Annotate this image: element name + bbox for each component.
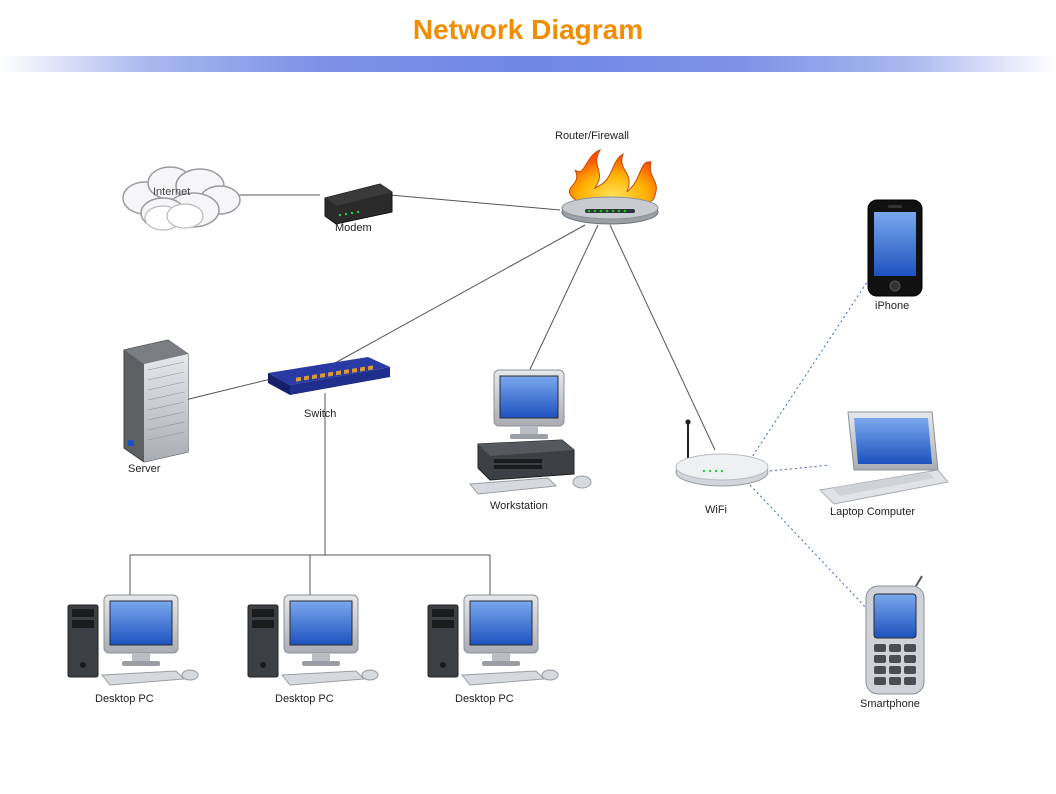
laptop-icon — [820, 412, 948, 504]
server-icon — [124, 340, 188, 462]
node-label-internet: Internet — [153, 186, 190, 198]
node-label-switch: Switch — [304, 408, 336, 420]
node-label-iphone: iPhone — [875, 300, 909, 312]
node-label-pc1: Desktop PC — [95, 693, 154, 705]
node-label-laptop: Laptop Computer — [830, 506, 915, 518]
modem-icon — [325, 184, 392, 224]
node-label-pc3: Desktop PC — [455, 693, 514, 705]
network-diagram: { "type": "network", "title": "Network D… — [0, 0, 1056, 794]
node-label-server: Server — [128, 463, 160, 475]
node-label-smartphone: Smartphone — [860, 698, 920, 710]
desktop-pc-icon — [248, 595, 378, 685]
desktop-pc-icon — [428, 595, 558, 685]
node-label-router: Router/Firewall — [555, 130, 629, 142]
wifi-icon — [676, 419, 768, 486]
cloud-icon — [123, 167, 240, 230]
desktop-pcs — [68, 595, 558, 685]
smartphone-icon — [866, 576, 924, 694]
switch-icon — [268, 357, 390, 395]
desktop-pc-icon — [68, 595, 198, 685]
iphone-icon — [868, 200, 922, 296]
firewall-icon — [562, 150, 658, 224]
node-label-modem: Modem — [335, 222, 372, 234]
node-label-workstation: Workstation — [490, 500, 548, 512]
node-label-pc2: Desktop PC — [275, 693, 334, 705]
node-label-wifi: WiFi — [705, 504, 727, 516]
workstation-icon — [470, 370, 591, 494]
diagram-canvas — [0, 0, 1056, 794]
